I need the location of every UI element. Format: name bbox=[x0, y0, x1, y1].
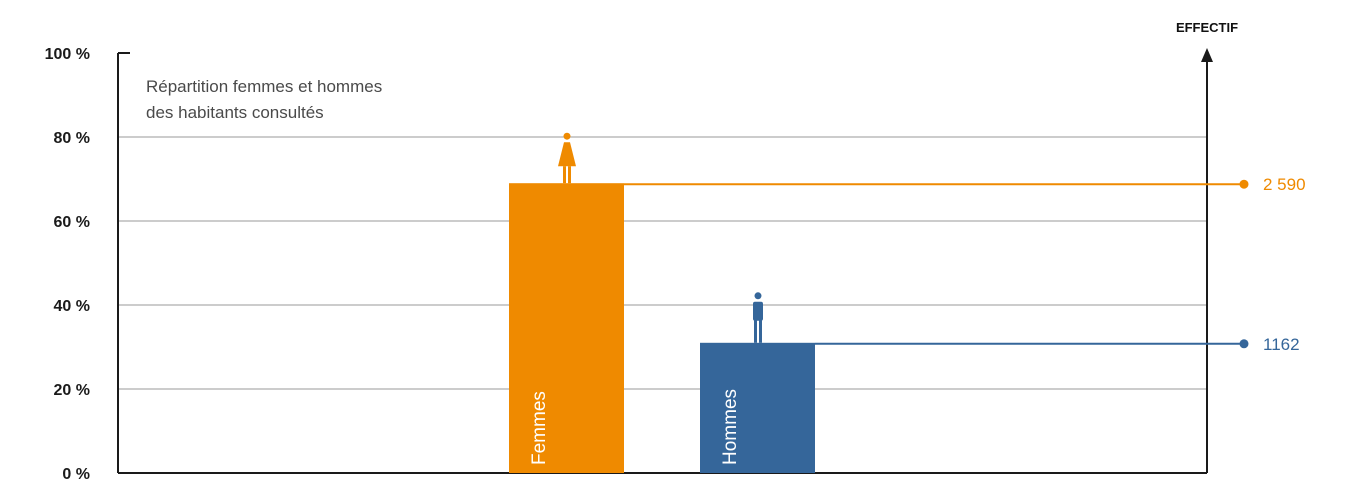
y-tick-label: 100 % bbox=[45, 46, 90, 63]
bar-label: Hommes bbox=[720, 389, 741, 465]
y-tick-label: 40 % bbox=[54, 298, 90, 315]
y-tick-label: 60 % bbox=[54, 214, 90, 231]
man-icon bbox=[753, 292, 763, 343]
bar-group-femmes: Femmes 2 590 bbox=[509, 132, 1306, 473]
chart-title-line-2: des habitants consultés bbox=[146, 103, 324, 122]
woman-icon bbox=[558, 132, 576, 184]
leader-dot bbox=[1239, 179, 1249, 189]
y-tick-label: 80 % bbox=[54, 130, 90, 147]
right-axis-arrow-icon bbox=[1201, 48, 1213, 62]
bars: Femmes 2 590 Hommes 1162 bbox=[509, 132, 1306, 473]
y-tick-label: 0 % bbox=[62, 466, 90, 482]
y-tick-label: 20 % bbox=[54, 382, 90, 399]
y-axis-ticks: 0 % 20 % 40 % 60 % 80 % 100 % bbox=[45, 46, 90, 482]
bar bbox=[700, 342, 815, 473]
right-axis-label: EFFECTIF bbox=[1176, 20, 1238, 35]
bar-label: Femmes bbox=[529, 391, 550, 465]
effectif-label: 2 590 bbox=[1263, 175, 1306, 194]
chart-title-line-1: Répartition femmes et hommes bbox=[146, 77, 382, 96]
effectif-label: 1162 bbox=[1263, 335, 1300, 354]
leader-dot bbox=[1239, 339, 1249, 349]
grid-lines bbox=[118, 52, 1207, 390]
bar-group-hommes: Hommes 1162 bbox=[700, 292, 1300, 473]
bar bbox=[509, 183, 624, 473]
